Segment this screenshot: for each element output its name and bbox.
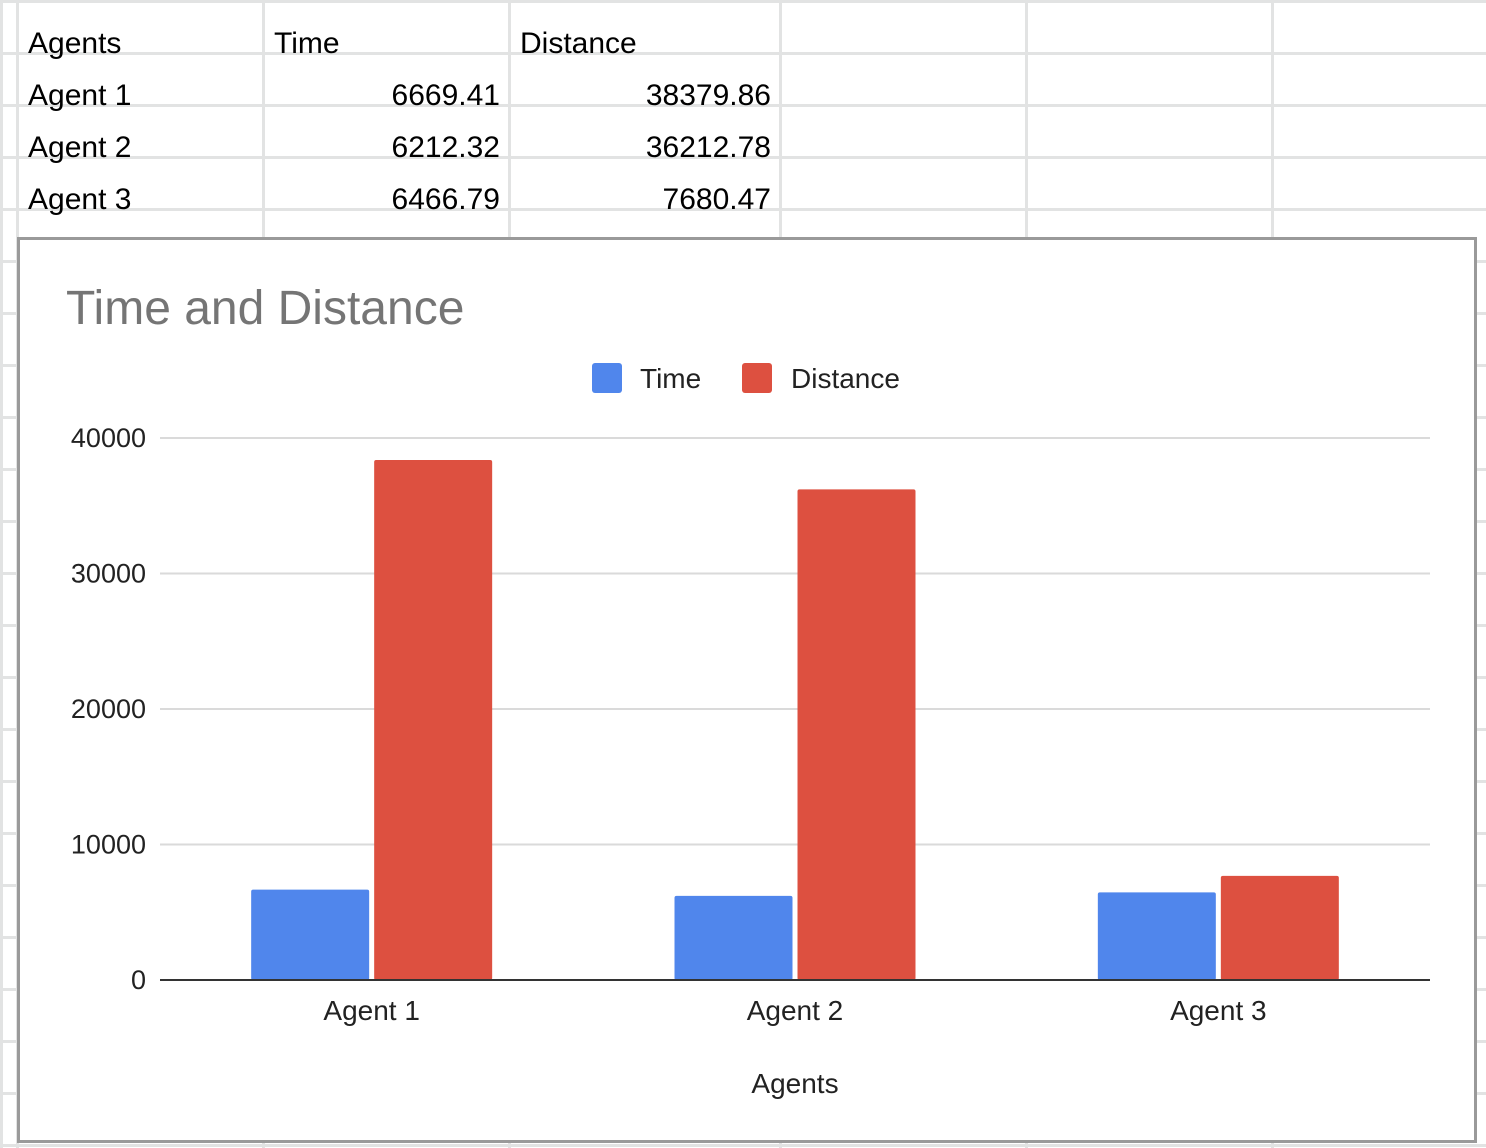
legend-swatch-distance xyxy=(742,363,772,393)
legend-swatch-time xyxy=(592,363,622,393)
legend-label-time: Time xyxy=(640,363,701,394)
y-tick-label: 30000 xyxy=(71,559,146,589)
x-category-label: Agent 2 xyxy=(747,995,844,1026)
y-tick-label: 20000 xyxy=(71,694,146,724)
cell-time[interactable]: 6212.32 xyxy=(391,131,500,164)
y-tick-label: 0 xyxy=(131,965,146,995)
bars xyxy=(251,459,1339,980)
header-cell-agents[interactable]: Agents xyxy=(28,27,122,60)
cell-distance[interactable]: 36212.78 xyxy=(645,131,771,164)
x-category-label: Agent 1 xyxy=(323,995,420,1026)
header-cell-time[interactable]: Time xyxy=(274,27,340,60)
bar-time[interactable] xyxy=(674,895,793,980)
y-tick-label: 10000 xyxy=(71,830,146,860)
bar-distance[interactable] xyxy=(374,459,493,980)
bar-time[interactable] xyxy=(251,889,370,980)
header-cell-distance[interactable]: Distance xyxy=(520,27,637,60)
cell-time[interactable]: 6669.41 xyxy=(391,79,500,112)
gridlines xyxy=(160,437,1430,846)
cell-time[interactable]: 6466.79 xyxy=(391,183,500,216)
legend-label-distance: Distance xyxy=(791,363,900,394)
cell-distance[interactable]: 7680.47 xyxy=(662,183,771,216)
bar-distance[interactable] xyxy=(797,489,916,980)
x-category-label: Agent 3 xyxy=(1170,995,1267,1026)
x-axis-title: Agents xyxy=(751,1068,838,1099)
bar-distance[interactable] xyxy=(1220,875,1339,980)
x-axis-categories: Agent 1 Agent 2 Agent 3 xyxy=(323,995,1266,1026)
cell-agent[interactable]: Agent 1 xyxy=(28,79,132,112)
bar-time[interactable] xyxy=(1097,892,1216,980)
chart-title: Time and Distance xyxy=(66,282,464,335)
legend: Time Distance xyxy=(592,363,900,394)
chart-canvas: Time and Distance Time Distance 0 10000 20… xyxy=(66,282,1430,1099)
embedded-chart[interactable]: Time and Distance Time Distance 0 10000 20… xyxy=(17,237,1477,1143)
cell-agent[interactable]: Agent 2 xyxy=(28,131,132,164)
cell-agent[interactable]: Agent 3 xyxy=(28,183,132,216)
y-axis-ticks: 0 10000 20000 30000 40000 xyxy=(71,423,146,995)
cell-distance[interactable]: 38379.86 xyxy=(645,79,771,112)
y-tick-label: 40000 xyxy=(71,423,146,453)
